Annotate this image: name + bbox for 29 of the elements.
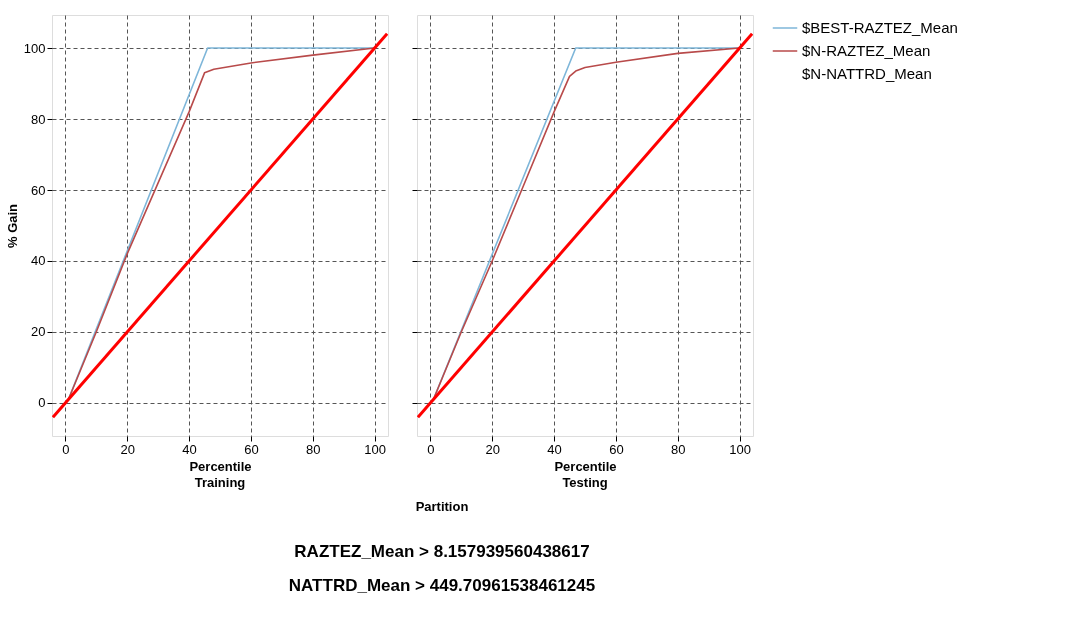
y-tick-label: 20 — [31, 324, 46, 340]
y-tick-label: 60 — [31, 182, 46, 198]
y-tick-label: 0 — [38, 395, 46, 411]
y-axis-title: % Gain — [4, 203, 20, 249]
x-tick-label: 60 — [244, 441, 259, 457]
text: Partition — [415, 499, 469, 514]
text: NATTRD_Mean > 449.70961538461245 — [288, 576, 596, 595]
y-tick-label: 40 — [31, 253, 46, 269]
legend-label: $N-RAZTEZ_Mean — [802, 42, 931, 59]
y-tick-label: 100 — [23, 40, 46, 56]
x-tick-label: 0 — [62, 441, 70, 457]
x-tick-label: 80 — [306, 441, 321, 457]
x-tick-label: 0 — [427, 441, 435, 457]
text: RAZTEZ_Mean > 8.157939560438617 — [294, 542, 590, 561]
x-tick-label: 40 — [547, 441, 562, 457]
x-tick-label: 60 — [609, 441, 624, 457]
x-tick-label: 20 — [120, 441, 135, 457]
text: Training — [194, 475, 246, 490]
x-axis-title: Percentile — [189, 458, 252, 474]
x-axis-title: Percentile — [554, 458, 617, 474]
x-tick-label: 20 — [485, 441, 500, 457]
x-tick-label: 40 — [182, 441, 197, 457]
x-tick-label: 80 — [671, 441, 686, 457]
x-tick-label: 100 — [364, 441, 387, 457]
x-tick-label: 100 — [729, 441, 752, 457]
text: Testing — [562, 475, 608, 490]
y-tick-label: 80 — [31, 111, 46, 127]
legend-label: $BEST-RAZTEZ_Mean — [802, 19, 958, 36]
text: $N-NATTRD_Mean — [802, 65, 932, 82]
